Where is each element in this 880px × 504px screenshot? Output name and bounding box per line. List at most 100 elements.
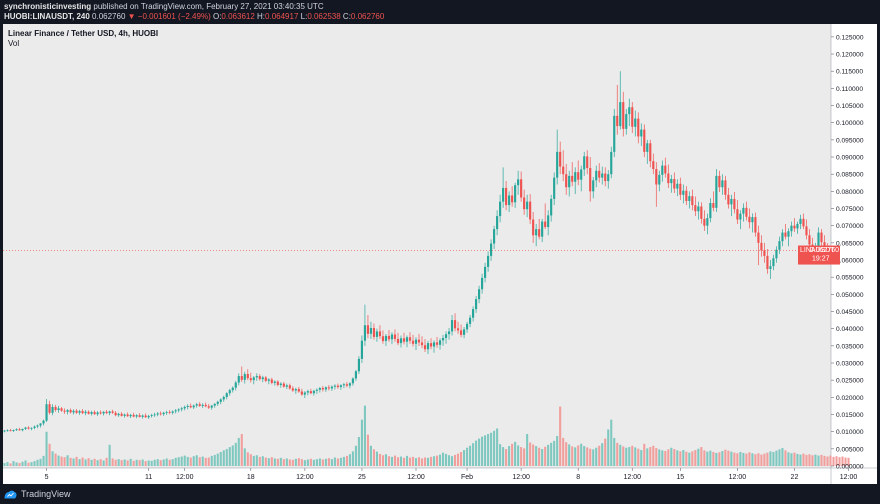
volume-bar — [60, 456, 63, 466]
volume-bar — [312, 459, 315, 466]
volume-bar — [54, 453, 57, 466]
volume-bar — [291, 459, 294, 466]
candle-body — [81, 411, 84, 414]
volume-bar — [9, 463, 12, 466]
candle — [634, 110, 637, 137]
tradingview-logo-icon — [4, 490, 17, 498]
candle-body — [390, 334, 394, 340]
candle — [156, 412, 159, 417]
time-tick-label: 12:00 — [407, 474, 425, 481]
candle-body — [369, 327, 373, 334]
candle-body — [312, 390, 315, 394]
candle — [108, 410, 111, 416]
volume-bar — [484, 435, 487, 466]
candle — [637, 112, 640, 144]
volume-bar — [472, 443, 475, 466]
candle — [610, 146, 613, 179]
volume-bar — [625, 447, 628, 466]
candle-body — [592, 180, 595, 192]
volume-bar — [390, 456, 394, 466]
volume-bar — [183, 455, 186, 466]
candle-body — [165, 412, 168, 413]
candle — [688, 191, 691, 209]
candle — [775, 246, 778, 263]
time-tick-label: 5 — [45, 474, 49, 481]
candle — [192, 404, 195, 410]
candle — [538, 218, 541, 240]
candle — [354, 369, 358, 381]
volume-bar — [78, 459, 81, 466]
volume-bar — [565, 442, 568, 466]
candle-body — [147, 415, 150, 418]
publisher-name[interactable]: synchronisticinvesting — [4, 2, 92, 11]
candle — [649, 139, 652, 168]
candle-body — [177, 409, 180, 411]
candle — [378, 325, 382, 339]
candle-body — [526, 201, 529, 210]
time-axis[interactable] — [3, 468, 877, 484]
volume-bar — [387, 456, 391, 466]
candle — [438, 338, 442, 350]
candle — [120, 412, 123, 417]
candle-body — [718, 175, 721, 188]
candle-body — [15, 429, 18, 431]
volume-bar — [120, 460, 123, 466]
candle-body — [195, 404, 198, 406]
candle-body — [453, 320, 457, 329]
candle — [456, 321, 460, 334]
volume-bar — [243, 448, 246, 466]
volume-bar — [180, 456, 183, 466]
candle-body — [727, 194, 730, 205]
volume-bar — [841, 456, 844, 466]
candle-body — [294, 389, 297, 391]
candle — [87, 410, 90, 415]
volume-bar — [51, 451, 54, 466]
candle — [396, 332, 400, 346]
candle — [661, 160, 664, 182]
tradingview-brand[interactable]: TradingView — [21, 489, 71, 499]
candle — [523, 189, 526, 215]
symbol-interval[interactable]: HUOBI:LINAUSDT, 240 — [4, 12, 90, 21]
candle — [375, 328, 379, 342]
volume-bar — [399, 456, 403, 466]
volume-bar — [204, 457, 207, 466]
candle — [784, 223, 787, 240]
candle-body — [505, 187, 508, 206]
last-price: 0.062760 — [92, 12, 126, 21]
candle — [159, 411, 162, 416]
candle — [84, 410, 87, 416]
candle — [820, 229, 823, 247]
volume-bar — [351, 451, 354, 466]
volume-bar — [267, 458, 270, 466]
candle — [787, 228, 790, 247]
tradingview-footer[interactable]: TradingView — [4, 487, 71, 501]
candle-body — [607, 174, 610, 182]
candle-body — [393, 334, 397, 339]
candle — [532, 211, 535, 243]
candle-body — [201, 404, 204, 406]
candle-body — [339, 385, 342, 388]
candle-body — [658, 174, 661, 185]
candle — [105, 410, 108, 415]
candle — [135, 414, 138, 419]
volume-bar — [766, 452, 769, 466]
volume-bar — [396, 457, 400, 466]
price-tick-label: 0.000000 — [836, 464, 864, 471]
candle-body — [745, 207, 748, 217]
candle-body — [496, 216, 499, 230]
candle — [24, 426, 27, 430]
candle-body — [216, 401, 219, 404]
candle-body — [54, 406, 57, 411]
candle-body — [580, 169, 583, 180]
candle-body — [63, 410, 66, 412]
candle-body — [652, 161, 655, 170]
volume-bar — [454, 454, 457, 466]
candle-body — [276, 381, 279, 385]
volume-bar — [111, 458, 114, 466]
candle — [414, 337, 418, 350]
candle-body — [102, 411, 105, 414]
candle-body — [324, 387, 327, 390]
volume-bar — [475, 440, 478, 466]
candle-body — [700, 206, 703, 219]
